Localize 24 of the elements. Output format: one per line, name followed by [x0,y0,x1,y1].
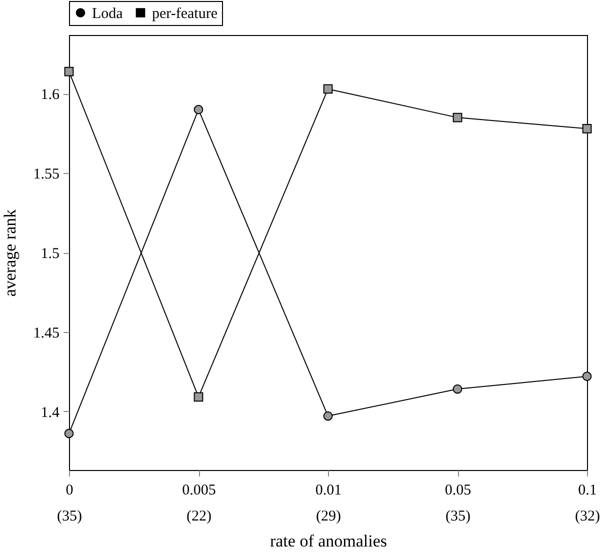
point [582,124,592,134]
legend-label: per-feature [152,6,218,22]
y-tick-label: 1.5 [40,246,60,262]
x-axis-title: rate of anomalies [270,532,388,550]
point [194,392,204,402]
y-axis-title: average rank [0,208,20,297]
point [452,384,462,394]
y-tick-label: 1.6 [40,87,60,104]
y-tick-label: 1.45 [33,325,60,342]
x-tick-label: 0.01 (29) [315,482,342,524]
y-tick-label: 1.55 [33,166,60,183]
x-tick-label: 0.005 (22) [182,482,216,524]
x-tick-label: 0 (35) [57,482,82,524]
point [452,112,462,122]
point [194,104,204,114]
point [323,84,333,94]
point [582,372,592,382]
x-tick-label: 0.05 (35) [444,482,472,524]
legend-label: Loda [92,6,124,22]
point [323,411,333,421]
x-tick-label: 0.1 (32) [575,482,600,524]
y-tick-label: 1.4 [40,404,60,421]
point [64,428,74,438]
point [64,66,74,76]
